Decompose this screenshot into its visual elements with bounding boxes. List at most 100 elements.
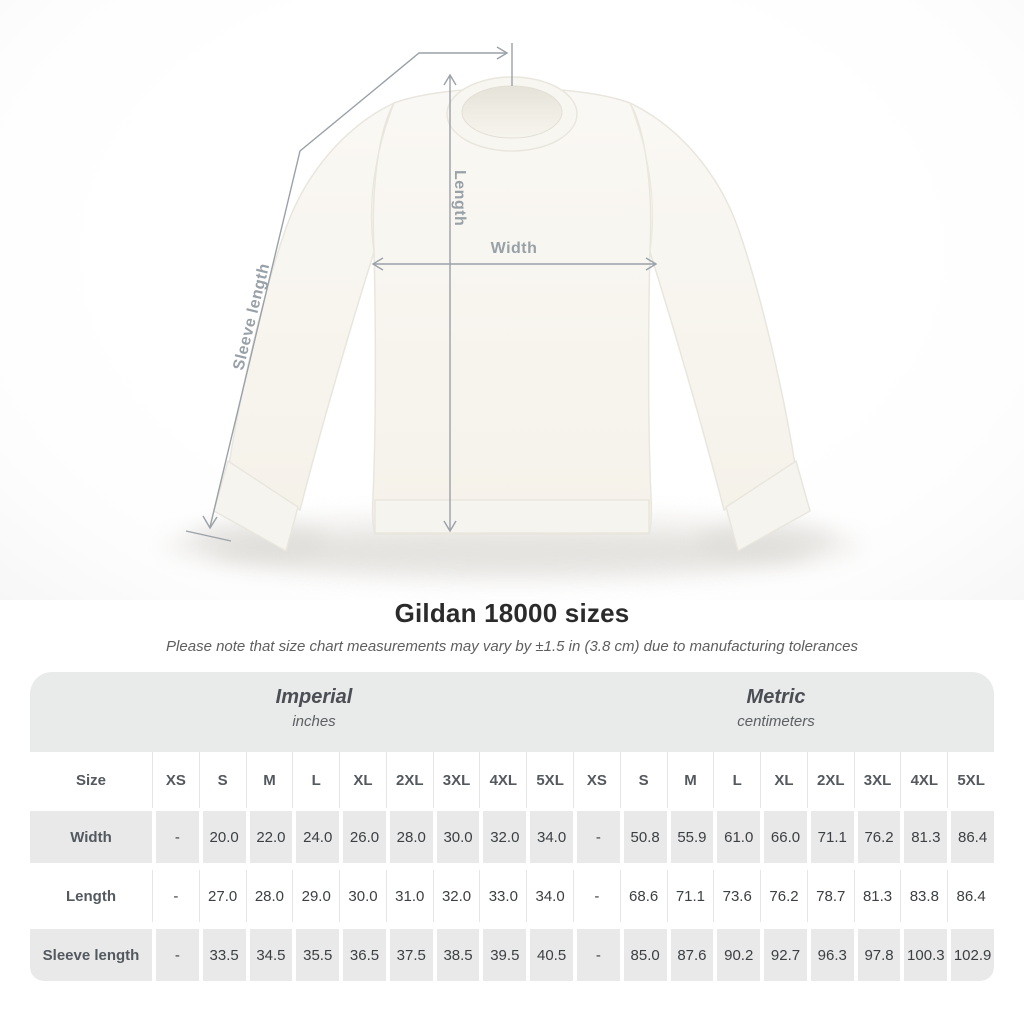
metric-value-cell: 100.3: [900, 929, 948, 981]
metric-value-cell: 102.9: [947, 929, 994, 981]
imperial-value-cell: 32.0: [432, 870, 480, 922]
metric-value-cell: 87.6: [666, 929, 714, 981]
right-armhole-seam: [629, 102, 654, 253]
size-header-imperial: 2XL: [385, 752, 433, 808]
garment-shadow: [162, 510, 862, 582]
size-header-imperial: XS: [152, 752, 199, 808]
imperial-value-cell: 30.0: [432, 811, 480, 863]
metric-value-cell: 50.8: [619, 811, 667, 863]
body-panel: [371, 87, 653, 535]
heading-section: Gildan 18000 sizes Please note that size…: [0, 598, 1024, 655]
length-label: Length: [451, 170, 468, 226]
size-chart-grid: Size XS S M L XL 2XL 3XL 4XL 5XL XS S M L XL 2XL 3XL 4XL 5…: [30, 752, 994, 981]
imperial-value-cell: 28.0: [245, 870, 293, 922]
imperial-label: Imperial: [275, 686, 353, 708]
imperial-value-cell: 29.0: [292, 870, 340, 922]
metric-value-cell: 71.1: [666, 870, 714, 922]
size-header-imperial: L: [292, 752, 340, 808]
size-header-imperial: 3XL: [432, 752, 480, 808]
metric-value-cell: 81.3: [853, 870, 901, 922]
metric-value-cell: 66.0: [760, 811, 807, 863]
imperial-value-cell: 31.0: [385, 870, 433, 922]
imperial-value-cell: 28.0: [385, 811, 433, 863]
size-header-imperial: 4XL: [479, 752, 527, 808]
size-header-metric: XL: [760, 752, 807, 808]
metric-sublabel: centimeters: [737, 713, 815, 730]
row-label: Length: [30, 870, 152, 922]
size-header-metric: 5XL: [947, 752, 994, 808]
row-label: Sleeve length: [30, 929, 152, 981]
metric-label: Metric: [746, 686, 806, 708]
metric-value-cell: -: [573, 870, 620, 922]
width-label: Width: [491, 240, 538, 257]
imperial-value-cell: -: [152, 870, 199, 922]
metric-value-cell: 73.6: [713, 870, 761, 922]
width-measure-line: [371, 257, 658, 271]
metric-value-cell: -: [573, 811, 620, 863]
sweatshirt-illustration: [213, 76, 811, 552]
metric-value-cell: 76.2: [760, 870, 807, 922]
size-column-header: Size: [30, 752, 152, 808]
metric-value-cell: 81.3: [900, 811, 948, 863]
metric-value-cell: 92.7: [760, 929, 807, 981]
imperial-value-cell: 39.5: [479, 929, 527, 981]
imperial-value-cell: 22.0: [245, 811, 293, 863]
imperial-sublabel: inches: [292, 713, 336, 730]
metric-value-cell: 96.3: [806, 929, 854, 981]
metric-value-cell: 78.7: [806, 870, 854, 922]
waistband: [374, 499, 650, 534]
imperial-value-cell: 33.5: [198, 929, 246, 981]
metric-value-cell: 71.1: [806, 811, 854, 863]
metric-value-cell: 61.0: [713, 811, 761, 863]
imperial-value-cell: 35.5: [292, 929, 340, 981]
page-title: Gildan 18000 sizes: [394, 598, 630, 628]
imperial-value-cell: 32.0: [479, 811, 527, 863]
size-header-metric: M: [666, 752, 714, 808]
size-header-metric: 3XL: [853, 752, 901, 808]
metric-value-cell: 97.8: [853, 929, 901, 981]
metric-value-cell: 55.9: [666, 811, 714, 863]
imperial-value-cell: 20.0: [198, 811, 246, 863]
size-header-metric: S: [619, 752, 667, 808]
metric-value-cell: 86.4: [947, 811, 994, 863]
sweatshirt-diagram: Width Length Sleeve length: [162, 43, 862, 582]
metric-value-cell: 85.0: [619, 929, 667, 981]
size-header-metric: XS: [573, 752, 620, 808]
metric-value-cell: 90.2: [713, 929, 761, 981]
collar-opening: [461, 85, 563, 139]
size-header-imperial: XL: [339, 752, 386, 808]
imperial-value-cell: 34.5: [245, 929, 293, 981]
right-sleeve: [628, 101, 796, 512]
imperial-value-cell: 26.0: [339, 811, 386, 863]
imperial-value-cell: 37.5: [385, 929, 433, 981]
metric-value-cell: -: [573, 929, 620, 981]
imperial-value-cell: -: [152, 811, 199, 863]
right-cuff: [725, 460, 811, 552]
imperial-value-cell: 38.5: [432, 929, 480, 981]
size-header-imperial: M: [245, 752, 293, 808]
length-measure-line: [443, 73, 457, 533]
sleeve-length-measure-line: [185, 43, 513, 542]
size-chart-card: Imperial inches Metric centimeters Size X…: [30, 672, 994, 991]
metric-value-cell: 68.6: [619, 870, 667, 922]
imperial-value-cell: 27.0: [198, 870, 246, 922]
imperial-unit-header: Imperial inches: [276, 686, 353, 730]
product-photo: Width Length Sleeve length: [0, 0, 1024, 600]
imperial-value-cell: 40.5: [526, 929, 573, 981]
size-header-imperial: S: [198, 752, 246, 808]
imperial-value-cell: 24.0: [292, 811, 340, 863]
size-header-metric: L: [713, 752, 761, 808]
left-armhole-seam: [370, 102, 395, 253]
left-cuff: [213, 460, 299, 552]
imperial-value-cell: -: [152, 929, 199, 981]
size-header-imperial: 5XL: [526, 752, 573, 808]
imperial-value-cell: 34.0: [526, 870, 573, 922]
metric-value-cell: 86.4: [947, 870, 994, 922]
metric-value-cell: 83.8: [900, 870, 948, 922]
metric-unit-header: Metric centimeters: [737, 686, 815, 730]
imperial-value-cell: 36.5: [339, 929, 386, 981]
metric-value-cell: 76.2: [853, 811, 901, 863]
unit-header-strip: Imperial inches Metric centimeters: [30, 672, 994, 752]
size-header-metric: 4XL: [900, 752, 948, 808]
